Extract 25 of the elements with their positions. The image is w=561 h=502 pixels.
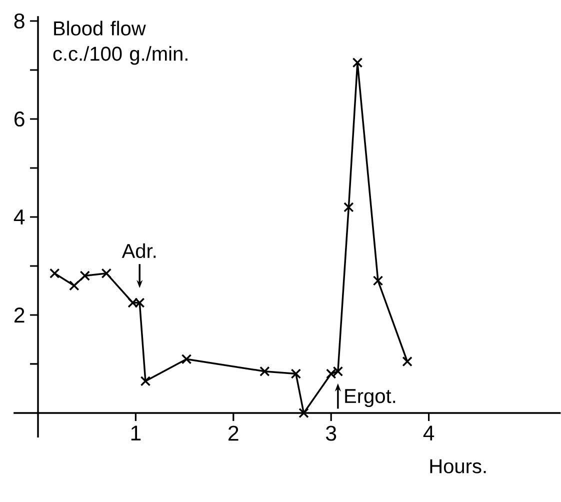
y-tick-label: 2 [14,308,24,322]
y-tick-label: 4 [14,210,25,224]
x-tick-label: 3 [326,426,336,441]
point [69,280,80,291]
annotation: Ergot. [345,389,396,408]
point [298,408,309,418]
y-tick-label: 6 [14,111,24,127]
point [80,270,90,281]
point [50,268,60,278]
point [352,58,363,68]
point [290,368,302,379]
x-axis-title: Hours. [430,459,486,474]
annotation: Adr. [122,243,156,258]
point [181,354,192,364]
point [101,268,112,278]
point [140,376,151,386]
point [260,366,270,376]
point [344,202,354,212]
x-tick-label: 2 [228,426,238,441]
y-axis-title: Blood flow c.c./100 g./min. [53,20,188,65]
x-tick-label: 4 [423,426,434,440]
x-tick-label: 1 [131,426,141,440]
point [372,276,384,286]
y-tick-label: 8 [14,13,24,29]
point [402,356,412,367]
